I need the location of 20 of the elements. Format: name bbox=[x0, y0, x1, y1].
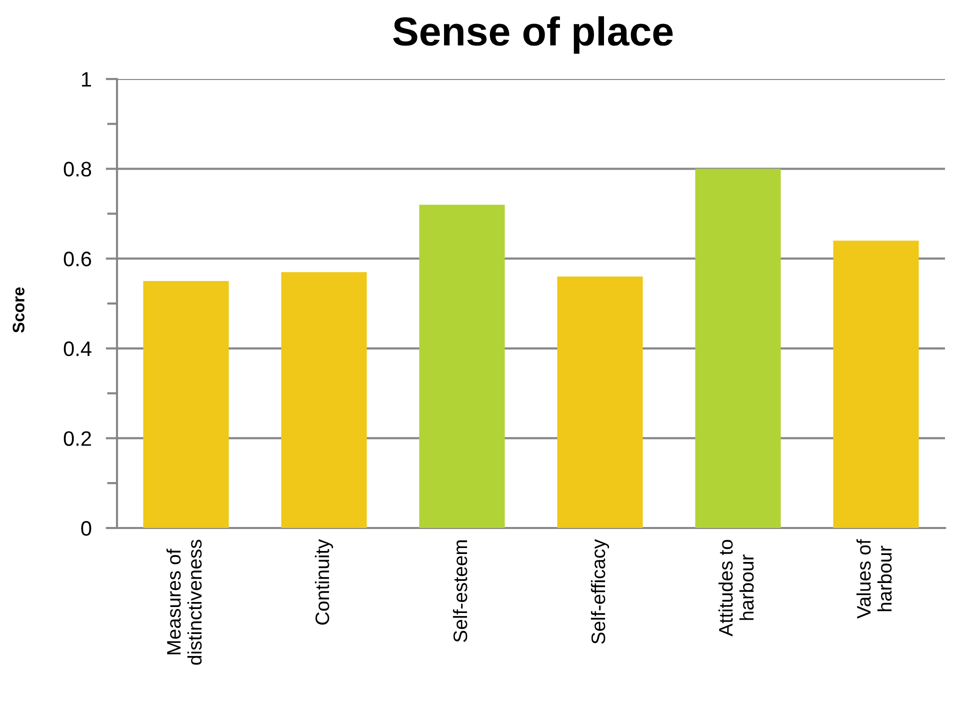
bar bbox=[419, 204, 505, 528]
chart-title: Sense of place bbox=[393, 16, 673, 54]
bar bbox=[833, 240, 919, 528]
bar bbox=[557, 276, 643, 528]
bar bbox=[143, 281, 229, 528]
y-tick-label: 1 bbox=[82, 72, 91, 87]
y-tick-label: 0.4 bbox=[64, 341, 92, 356]
bar bbox=[695, 168, 781, 528]
y-axis-title: Score bbox=[12, 287, 24, 333]
x-tick-label: Values of harbour bbox=[856, 539, 892, 619]
y-tick-label: 0.8 bbox=[64, 162, 92, 177]
y-tick-label: 0.2 bbox=[64, 431, 91, 446]
x-tick-label: Self-esteem bbox=[452, 540, 468, 642]
x-tick-label: Measures of distinctiveness bbox=[166, 540, 202, 665]
bar bbox=[281, 272, 367, 528]
x-tick-label: Continuity bbox=[314, 539, 334, 625]
y-tick-label: 0.6 bbox=[64, 252, 92, 266]
x-tick-label: Self-efficacy bbox=[590, 539, 610, 644]
y-tick-label: 0 bbox=[81, 521, 92, 536]
x-tick-label: Attitudes to harbour bbox=[718, 540, 754, 636]
